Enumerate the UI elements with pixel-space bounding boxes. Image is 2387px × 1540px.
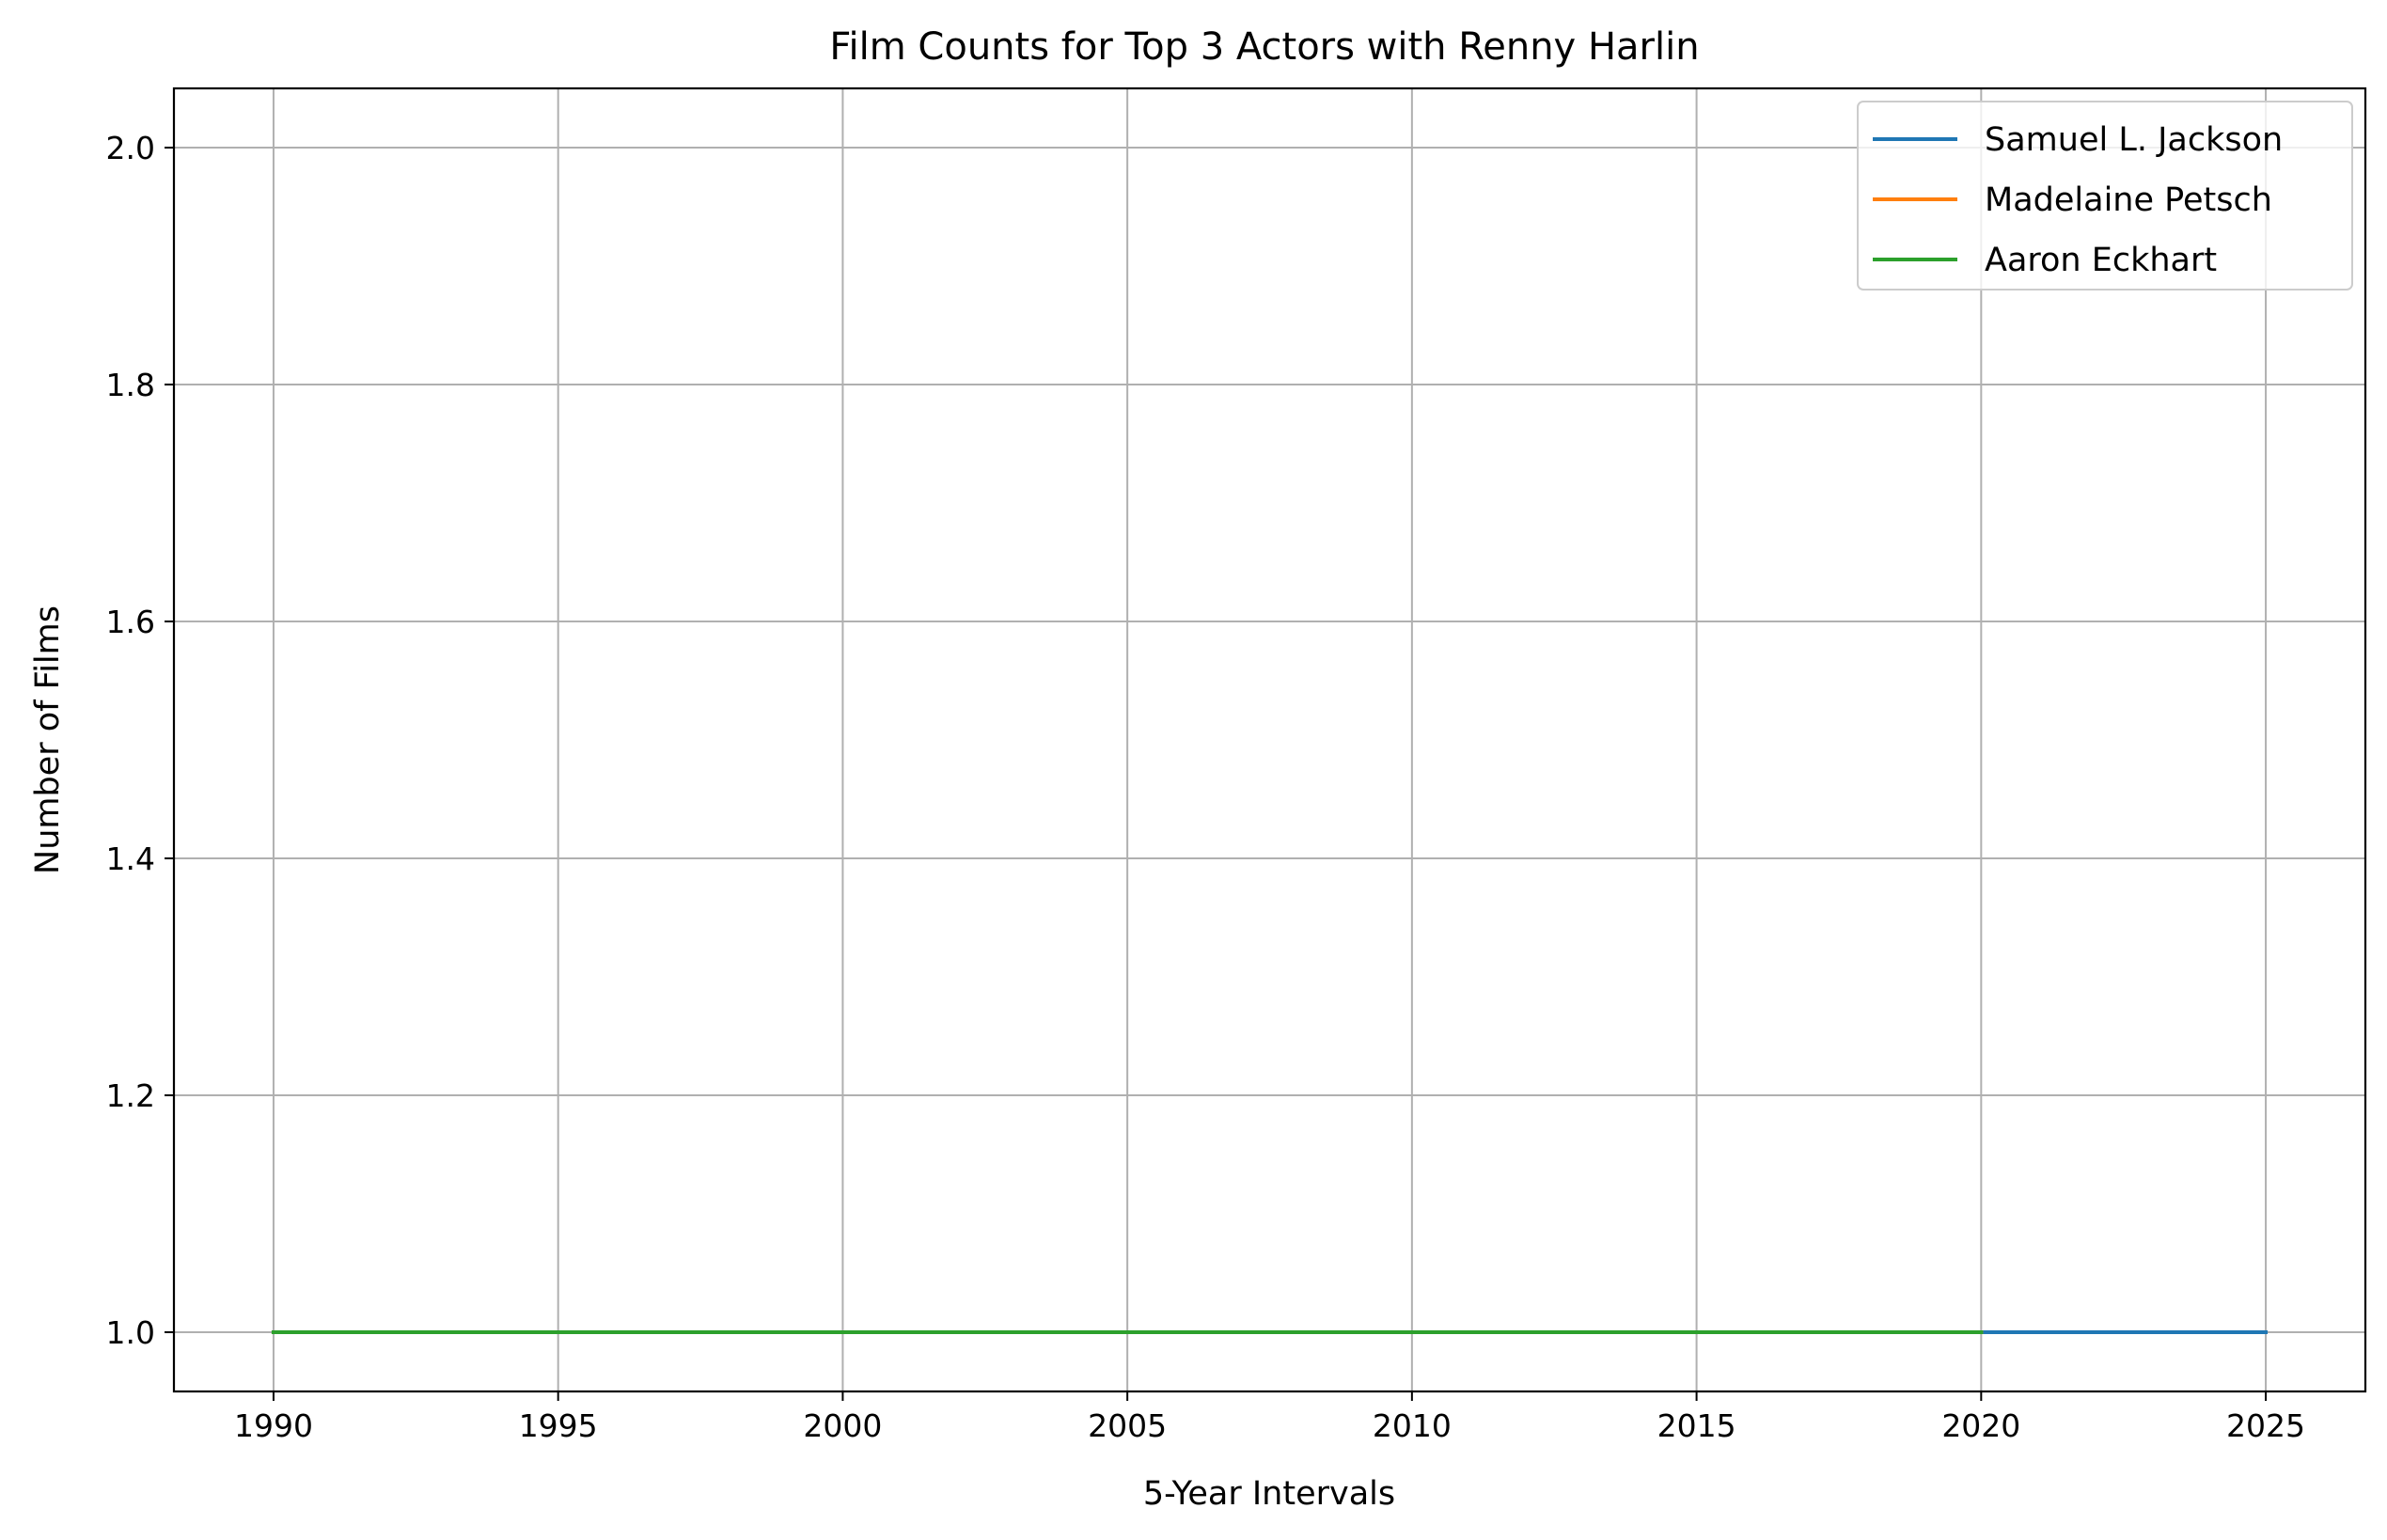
axis-ticks: 1990 1995 2000 2005 2010 2015 2020 2025 1.0 1.2 1.…	[106, 130, 2306, 1444]
chart-title: Film Counts for Top 3 Actors with Renny …	[829, 25, 1699, 69]
y-tick-label: 1.0	[106, 1314, 155, 1351]
y-tick-label: 1.4	[106, 841, 155, 877]
legend-label-1: Madelaine Petsch	[1985, 181, 2272, 219]
x-tick-label: 1995	[519, 1407, 598, 1444]
x-tick-label: 2005	[1088, 1407, 1167, 1444]
x-tick-label: 2020	[1941, 1407, 2020, 1444]
legend-box	[1857, 101, 2353, 291]
legend: Samuel L. Jackson Madelaine Petsch Aaron E…	[1857, 101, 2353, 291]
y-tick-label: 2.0	[106, 130, 155, 166]
x-tick-label: 2010	[1373, 1407, 1452, 1444]
y-axis-label: Number of Films	[29, 605, 67, 874]
x-tick-label: 2015	[1657, 1407, 1736, 1444]
legend-label-2: Aaron Eckhart	[1985, 242, 2217, 279]
y-tick-label: 1.2	[106, 1077, 155, 1114]
plot-area-frame	[172, 86, 2367, 1393]
x-tick-label: 2000	[803, 1407, 882, 1444]
x-tick-label: 2025	[2226, 1407, 2305, 1444]
y-tick-label: 1.8	[106, 367, 155, 403]
x-axis-label: 5-Year Intervals	[1143, 1475, 1395, 1513]
x-tick-label: 1990	[234, 1407, 313, 1444]
legend-label-0: Samuel L. Jackson	[1985, 121, 2283, 159]
y-tick-label: 1.6	[106, 604, 155, 640]
